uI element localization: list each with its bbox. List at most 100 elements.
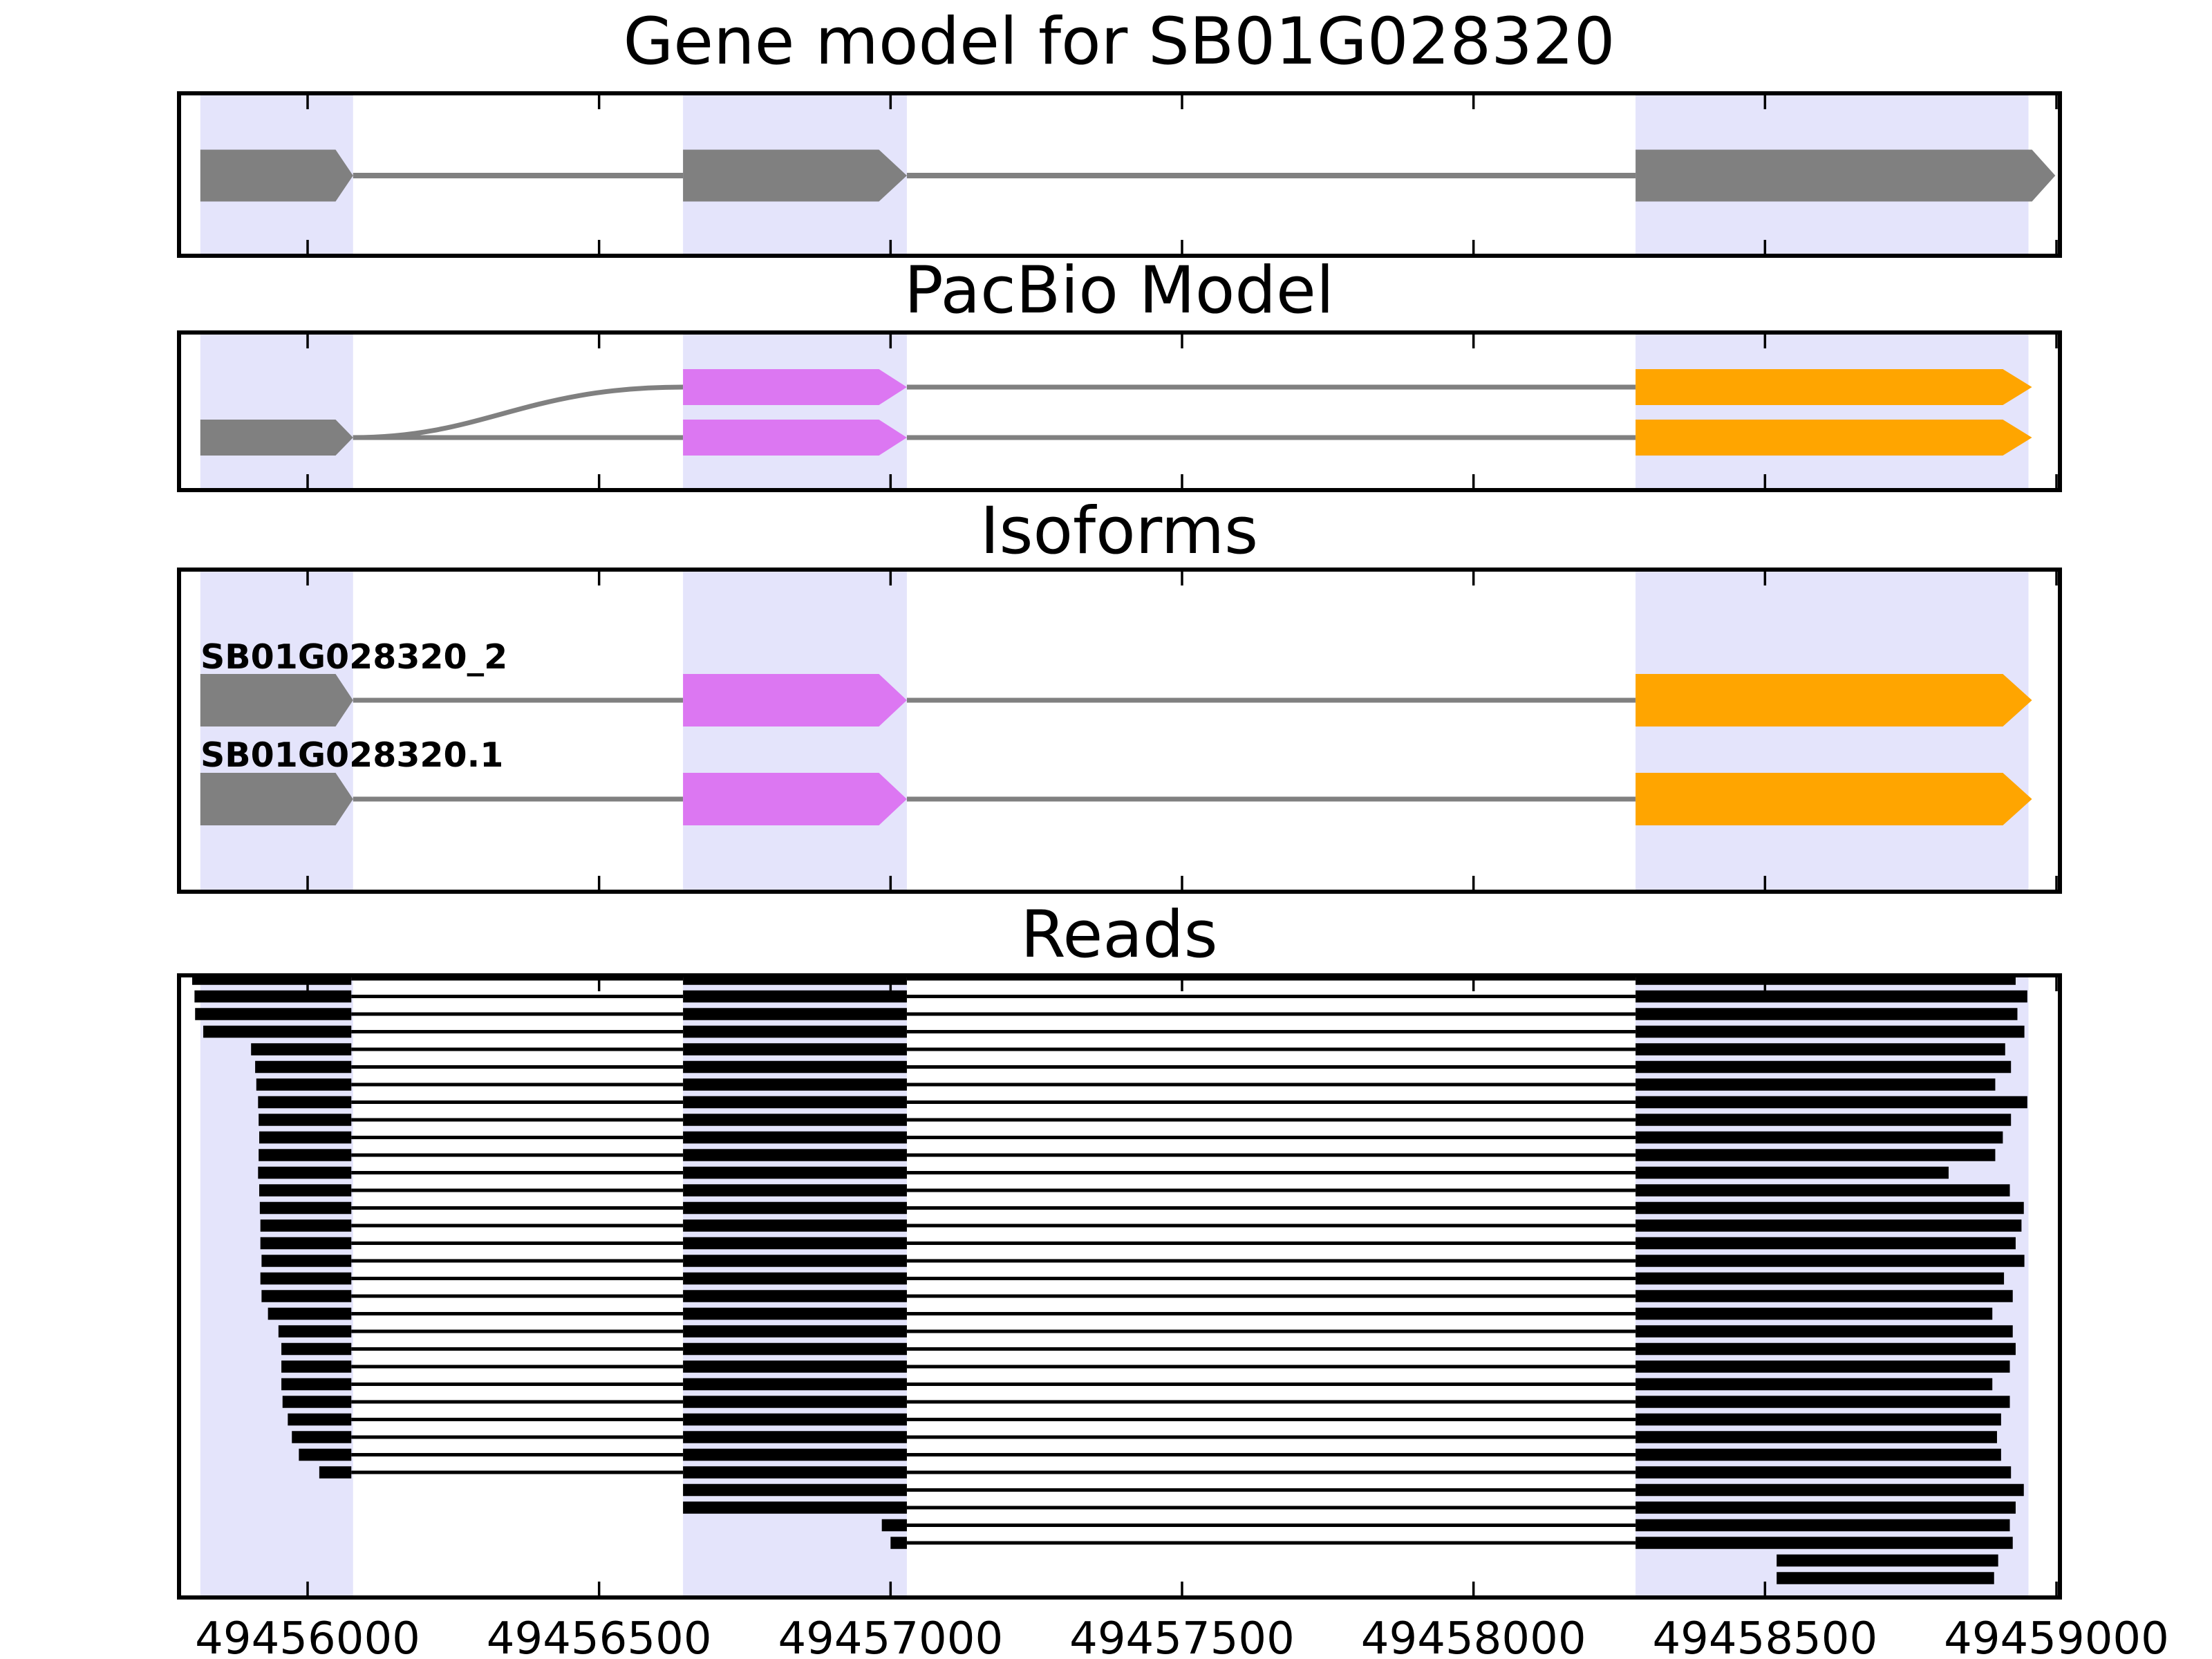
isoform-1-exon-2 — [683, 674, 907, 727]
panel-border-gene-model — [177, 91, 2062, 258]
read-exon — [256, 1078, 352, 1091]
gene-model-exon-3 — [1635, 149, 2056, 202]
isoform-label-1: SB01G028320_2 — [200, 637, 507, 677]
read-exon — [1635, 1149, 1996, 1161]
read-exon — [1635, 1342, 2016, 1356]
read-exon — [1635, 1396, 2010, 1408]
isoform-2-exon-1 — [200, 773, 353, 825]
read-exon — [683, 1431, 907, 1443]
pacbio-transcript-1-exon-1 — [683, 369, 907, 405]
isoform-1-exon-1 — [200, 674, 353, 727]
read-exon — [683, 1413, 907, 1426]
read-exon — [259, 1114, 352, 1126]
read-exon — [683, 1008, 907, 1020]
read-row-32 — [881, 1519, 2010, 1532]
read-exon — [1635, 1184, 2010, 1197]
panel-border-reads — [177, 973, 2062, 1600]
read-exon — [299, 1448, 352, 1461]
read-exon — [1635, 1378, 1993, 1391]
read-row-26 — [288, 1413, 2001, 1426]
read-exon — [1635, 1008, 2018, 1020]
gene-model-track — [200, 149, 2056, 202]
panel-border-pacbio — [177, 330, 2062, 492]
read-exon — [683, 1448, 907, 1461]
read-row-20 — [268, 1307, 1993, 1320]
read-exon — [683, 1237, 907, 1250]
read-exon — [683, 1060, 907, 1074]
pacbio-transcript-2-exon-1 — [200, 420, 353, 456]
read-exon — [683, 1219, 907, 1232]
read-row-18 — [260, 1272, 2005, 1285]
read-row-23 — [281, 1360, 2010, 1373]
exon-highlight-band-isoforms-1 — [200, 570, 353, 892]
read-exon — [683, 1096, 907, 1109]
read-row-27 — [292, 1431, 1997, 1443]
read-exon — [683, 1396, 907, 1408]
isoform-1-exon-3 — [1635, 674, 2032, 727]
read-exon — [1635, 1114, 2012, 1126]
gene-model-exon-2 — [683, 149, 907, 202]
read-exon — [260, 1219, 352, 1232]
read-exon — [683, 1131, 907, 1144]
read-exon — [1635, 1060, 2012, 1074]
read-row-16 — [260, 1237, 2016, 1250]
x-tick-label: 49458500 — [1652, 1613, 1877, 1659]
read-exon — [1635, 1237, 2016, 1250]
read-row-3 — [195, 1008, 2018, 1020]
panel-title-isoforms: Isoforms — [980, 494, 1258, 569]
read-exon — [683, 1166, 907, 1179]
read-exon — [1635, 1025, 2025, 1038]
read-row-33 — [890, 1537, 2013, 1549]
read-exon — [683, 1255, 907, 1267]
read-exon — [259, 1201, 352, 1215]
read-exon — [881, 1519, 907, 1532]
pacbio-transcript-2-exon-3 — [1635, 420, 2032, 456]
read-row-15 — [260, 1219, 2022, 1232]
exon-highlight-band-isoforms-3 — [1635, 570, 2029, 892]
reads-track — [192, 975, 2027, 1584]
read-row-1 — [192, 975, 2016, 985]
read-exon — [1635, 1219, 2022, 1232]
read-exon — [1635, 1537, 2013, 1549]
panel-title-reads: Reads — [1020, 897, 1217, 973]
read-exon — [1777, 1572, 1994, 1584]
read-exon — [288, 1413, 352, 1426]
read-exon — [261, 1255, 352, 1267]
read-exon — [890, 1537, 907, 1549]
read-exon — [281, 1342, 352, 1356]
read-row-30 — [683, 1483, 2024, 1497]
read-exon — [683, 1043, 907, 1056]
read-row-25 — [282, 1396, 2010, 1408]
read-exon — [683, 1201, 907, 1215]
track-content-layer — [192, 149, 2056, 1584]
x-tick-label: 49458000 — [1361, 1613, 1586, 1659]
read-exon — [281, 1360, 352, 1373]
isoform-2-exon-3 — [1635, 773, 2032, 825]
read-exon — [1635, 1325, 2013, 1338]
read-exon — [1635, 1201, 2024, 1215]
read-exon — [1635, 1290, 2013, 1302]
read-exon — [251, 1043, 352, 1056]
read-exon — [260, 1237, 352, 1250]
panel-title-pacbio-model: PacBio Model — [904, 253, 1334, 328]
read-exon — [683, 1290, 907, 1302]
read-exon — [1635, 1501, 2016, 1514]
read-exon — [1635, 975, 2016, 985]
axes-layer — [177, 91, 2062, 1600]
read-exon — [1635, 1307, 1993, 1320]
read-row-11 — [259, 1149, 1996, 1161]
read-row-22 — [281, 1342, 2016, 1356]
read-exon — [683, 1360, 907, 1373]
read-row-7 — [256, 1078, 1996, 1091]
read-exon — [1635, 1096, 2027, 1109]
read-exon — [282, 1396, 352, 1408]
read-row-12 — [258, 1166, 1949, 1179]
read-exon — [281, 1378, 352, 1391]
read-exon — [683, 1272, 907, 1285]
pacbio-transcript-2-exon-2 — [683, 420, 907, 456]
read-row-28 — [299, 1448, 2001, 1461]
read-exon — [268, 1307, 352, 1320]
read-row-29 — [319, 1466, 2012, 1479]
read-row-21 — [278, 1325, 2013, 1338]
